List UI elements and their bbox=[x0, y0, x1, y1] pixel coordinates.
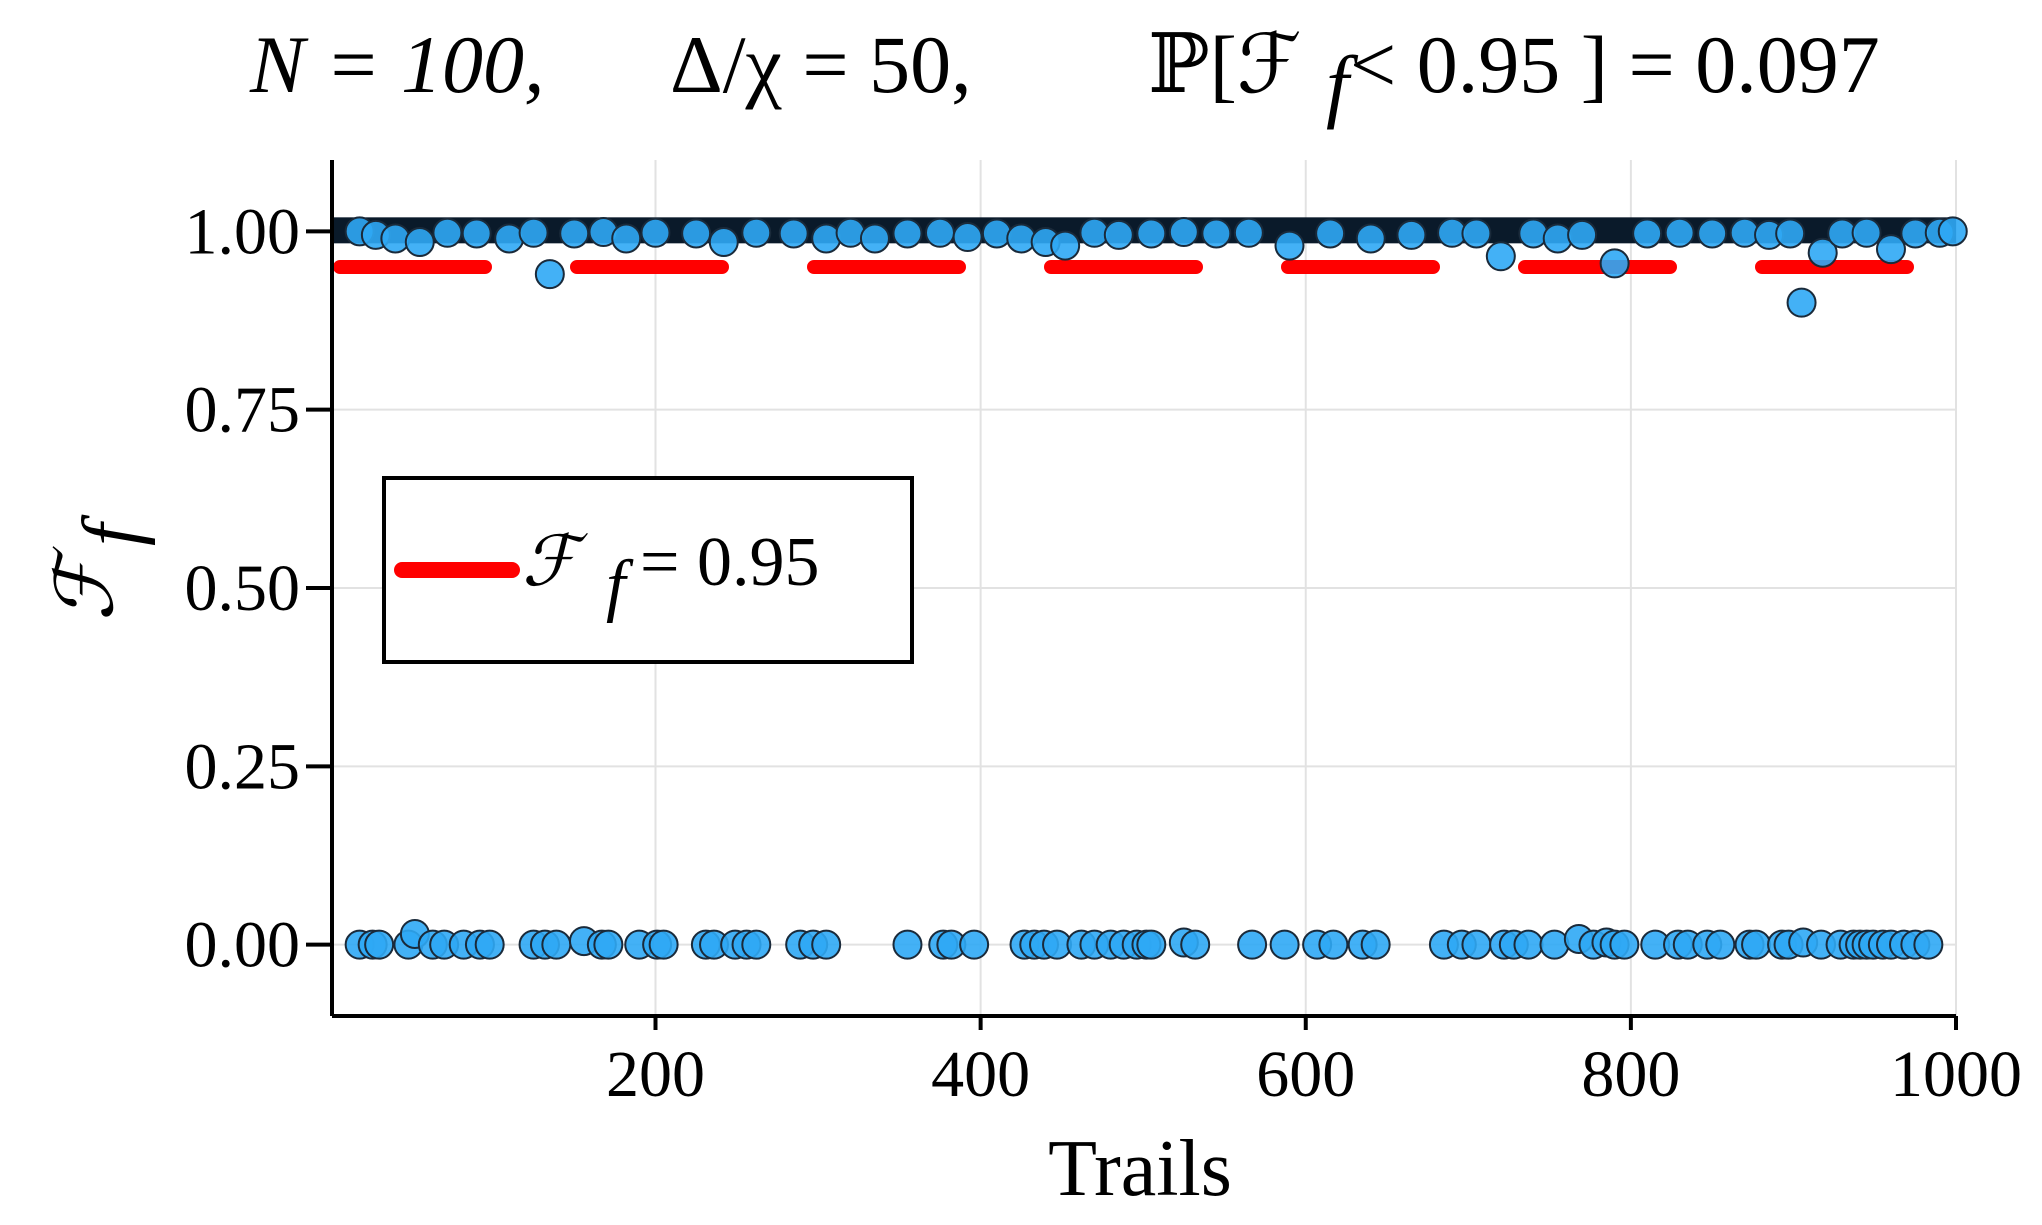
data-point-high bbox=[835, 217, 866, 248]
data-point-high bbox=[892, 218, 923, 249]
data-point-high bbox=[1396, 219, 1427, 250]
data-point-high bbox=[559, 218, 590, 249]
y-axis-label-main: ℱ bbox=[42, 545, 130, 621]
data-point-low bbox=[1318, 929, 1349, 960]
data-point-high bbox=[1807, 237, 1838, 268]
data-point-high bbox=[1485, 241, 1516, 272]
data-point-high bbox=[1355, 223, 1386, 254]
legend-label-main: ℱ bbox=[522, 524, 588, 601]
data-point-high bbox=[1050, 230, 1081, 261]
data-point-high bbox=[1542, 223, 1573, 254]
data-point-high bbox=[1315, 218, 1346, 249]
data-point-low bbox=[364, 929, 395, 960]
data-point-low bbox=[1237, 929, 1268, 960]
y-tick-label: 0.00 bbox=[185, 909, 301, 982]
x-axis-label: Trails bbox=[1048, 1125, 1232, 1213]
data-point-low bbox=[1269, 929, 1300, 960]
data-point-low bbox=[648, 929, 679, 960]
data-point-low bbox=[959, 929, 990, 960]
data-point-high bbox=[1697, 218, 1728, 249]
y-tick-label: 0.50 bbox=[185, 552, 301, 625]
data-point-high bbox=[981, 218, 1012, 249]
data-point-high bbox=[1136, 218, 1167, 249]
data-point-high bbox=[1103, 219, 1134, 250]
data-point-high bbox=[1274, 230, 1305, 261]
y-axis-label-sub: f bbox=[68, 514, 156, 546]
data-point-high bbox=[1632, 218, 1663, 249]
data-point-low bbox=[1360, 929, 1391, 960]
data-point-high bbox=[741, 217, 772, 248]
title-prob-part: ℙ[ℱ bbox=[1148, 19, 1301, 110]
data-point-low bbox=[1461, 929, 1492, 960]
data-point-high bbox=[1851, 217, 1882, 248]
data-point-low bbox=[541, 929, 572, 960]
data-point-high bbox=[1461, 218, 1492, 249]
x-tick-label: 600 bbox=[1256, 1038, 1355, 1111]
y-tick-label: 0.75 bbox=[185, 374, 301, 447]
data-point-high bbox=[432, 217, 463, 248]
title-n-part: N = 100, bbox=[249, 19, 545, 110]
data-point-low bbox=[593, 929, 624, 960]
x-ticks: 200 400 600 800 1000 bbox=[606, 1016, 2022, 1111]
data-point-high bbox=[1006, 223, 1037, 254]
data-point-high bbox=[952, 222, 983, 253]
data-point-high bbox=[1567, 219, 1598, 250]
data-point-low bbox=[1136, 929, 1167, 960]
data-point-high bbox=[1201, 218, 1232, 249]
data-point-high bbox=[380, 223, 411, 254]
data-point-low bbox=[741, 929, 772, 960]
data-point-high bbox=[778, 218, 809, 249]
data-point-high bbox=[1775, 218, 1806, 249]
data-point-high bbox=[924, 217, 955, 248]
data-point-low bbox=[892, 929, 923, 960]
title-ratio-part: Δ/χ = 50, bbox=[670, 19, 972, 110]
data-point-low bbox=[1913, 929, 1944, 960]
data-point-high bbox=[811, 223, 842, 254]
legend-label-rest: = 0.95 bbox=[640, 524, 819, 601]
x-tick-label: 1000 bbox=[1890, 1038, 2022, 1111]
data-point-low bbox=[1609, 929, 1640, 960]
data-point-high bbox=[461, 218, 492, 249]
data-point-high bbox=[1168, 217, 1199, 248]
data-point-low bbox=[474, 929, 505, 960]
legend: ℱ f = 0.95 bbox=[382, 476, 914, 664]
data-point-high bbox=[1875, 234, 1906, 265]
data-point-high bbox=[611, 223, 642, 254]
title-prob-rest: < 0.95 ] = 0.097 bbox=[1350, 19, 1880, 110]
data-point-high bbox=[681, 218, 712, 249]
data-point-high bbox=[640, 217, 671, 248]
data-point-high bbox=[1599, 248, 1630, 279]
data-point-low bbox=[811, 929, 842, 960]
data-point-high bbox=[1518, 218, 1549, 249]
x-tick-label: 200 bbox=[606, 1038, 705, 1111]
y-tick-label: 1.00 bbox=[185, 195, 301, 268]
data-point-high bbox=[708, 227, 739, 258]
x-tick-label: 400 bbox=[931, 1038, 1030, 1111]
data-point-high bbox=[494, 223, 525, 254]
data-point-high bbox=[1786, 287, 1817, 318]
data-point-low bbox=[1539, 929, 1570, 960]
data-point-high bbox=[859, 223, 890, 254]
data-points bbox=[332, 216, 1968, 960]
chart-title: N = 100, Δ/χ = 50, ℙ[ℱ f < 0.95 ] = 0.09… bbox=[249, 19, 1880, 130]
data-point-low bbox=[1180, 929, 1211, 960]
y-tick-label: 0.25 bbox=[185, 730, 301, 803]
y-ticks: 0.00 0.25 0.50 0.75 1.00 bbox=[185, 195, 332, 982]
y-axis-label: ℱ f bbox=[42, 514, 156, 621]
x-tick-label: 800 bbox=[1581, 1038, 1680, 1111]
data-point-high bbox=[1664, 217, 1695, 248]
data-point-low bbox=[1513, 929, 1544, 960]
data-point-high bbox=[1937, 216, 1968, 247]
data-point-high bbox=[404, 227, 435, 258]
data-point-high bbox=[1233, 217, 1264, 248]
data-point-high bbox=[534, 259, 565, 290]
data-point-low bbox=[1705, 929, 1736, 960]
data-point-low bbox=[1741, 929, 1772, 960]
data-point-high bbox=[518, 217, 549, 248]
